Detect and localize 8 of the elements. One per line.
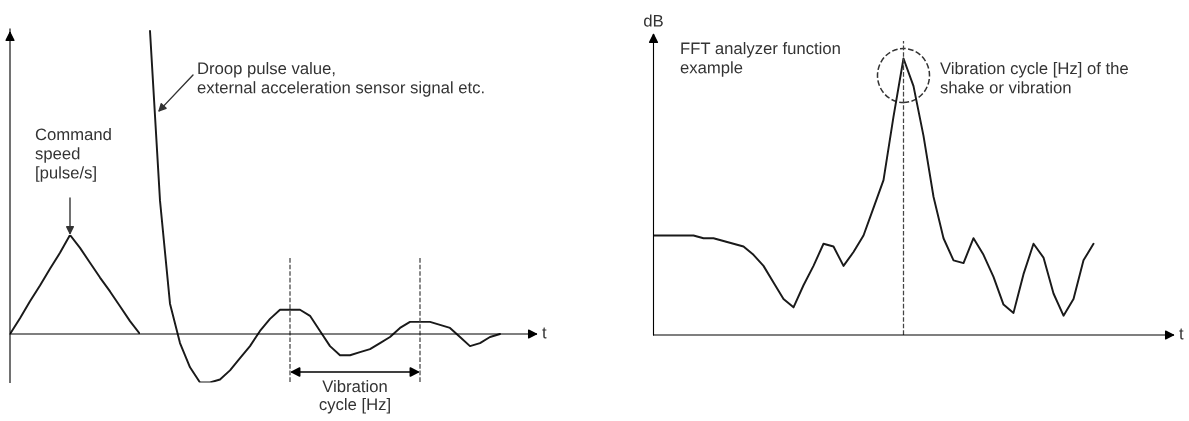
text: Command speed [pulse/s]: [35, 128, 111, 182]
x-axis-title: t: [542, 327, 547, 339]
annotation: Vibration cycle [Hz] of the shake or vibration: [940, 62, 1128, 94]
annotation: Droop pulse value, external acceleration sensor signal etc.: [197, 62, 484, 97]
y-axis-title: dB: [644, 14, 663, 27]
x-axis-title: t: [1179, 328, 1184, 340]
annotation: Vibration cycle [Hz]: [319, 380, 390, 414]
annotation: FFT analyzer function example: [680, 42, 840, 77]
